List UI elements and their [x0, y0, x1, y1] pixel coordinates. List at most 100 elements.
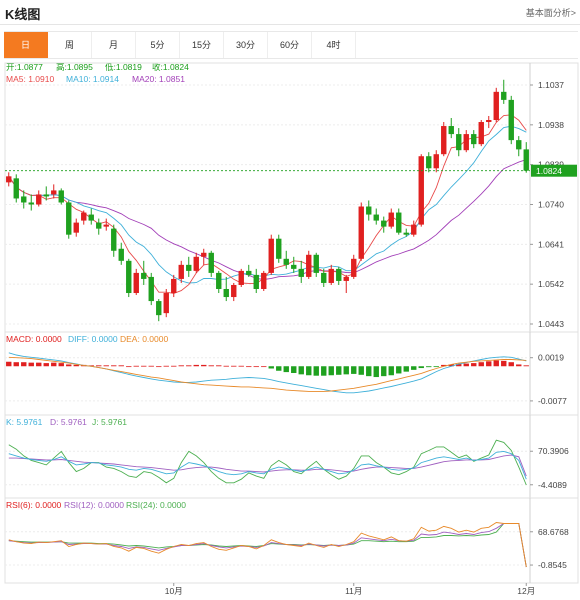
- open-label: 开:1.0877: [6, 62, 43, 72]
- ma10-label: MA10: 1.0914: [66, 74, 119, 84]
- macd-bar: [516, 364, 522, 367]
- candle: [291, 256, 297, 273]
- candle-body: [358, 206, 364, 259]
- candle: [141, 260, 147, 285]
- candle-body: [118, 248, 124, 261]
- ma10-line: [8, 125, 527, 284]
- candle-body: [418, 156, 424, 225]
- candle-body: [313, 254, 319, 273]
- ma20-line: [8, 159, 527, 280]
- candle-body: [321, 272, 327, 283]
- macd-bar: [493, 360, 499, 367]
- candle: [193, 252, 199, 273]
- candle: [58, 188, 64, 205]
- macd-bar: [486, 361, 492, 367]
- tab-2[interactable]: 月: [92, 32, 136, 58]
- candle-body: [133, 272, 139, 294]
- macd-bar: [208, 365, 214, 367]
- candle: [81, 210, 87, 225]
- candle-body: [28, 202, 34, 205]
- price-panel-frame: [4, 62, 579, 333]
- candle-body: [178, 264, 184, 279]
- tab-5[interactable]: 30分: [224, 32, 268, 58]
- macd-bar: [328, 366, 334, 376]
- macd-bar: [96, 365, 102, 367]
- candle: [231, 282, 237, 302]
- candle: [276, 234, 282, 263]
- tab-4[interactable]: 15分: [180, 32, 224, 58]
- candle-body: [298, 268, 304, 277]
- last-price-value: 1.0824: [536, 166, 562, 176]
- rsi12-line: [8, 523, 527, 568]
- macd-bar: [306, 366, 312, 376]
- tab-7[interactable]: 4时: [312, 32, 356, 58]
- candle-body: [6, 176, 12, 183]
- close-label: 收:1.0824: [152, 62, 189, 72]
- price-panel-tick-label: 1.0542: [538, 279, 564, 289]
- macd-bar: [381, 366, 387, 377]
- macd-bar: [343, 366, 349, 375]
- tab-6[interactable]: 60分: [268, 32, 312, 58]
- macd-bar: [456, 364, 462, 367]
- candle: [283, 250, 289, 269]
- candle-body: [456, 134, 462, 151]
- candle: [426, 152, 432, 173]
- candle: [148, 272, 154, 306]
- macd-bar: [478, 362, 484, 367]
- macd-bar: [253, 366, 259, 368]
- candle-body: [88, 214, 94, 221]
- tab-1[interactable]: 周: [48, 32, 92, 58]
- candle-body: [208, 252, 214, 273]
- candle-body: [96, 222, 102, 229]
- rsi24-label: RSI(24): 0.0000: [126, 500, 186, 510]
- macd-bar: [373, 366, 379, 378]
- candle: [246, 264, 252, 277]
- candle: [388, 208, 394, 229]
- candle-body: [448, 126, 454, 135]
- macd-bar: [193, 364, 199, 367]
- candle: [456, 128, 462, 157]
- diff-label: DIFF: 0.0000: [68, 334, 118, 344]
- candle: [73, 218, 79, 237]
- price-panel-tick-label: 1.0839: [538, 160, 564, 170]
- rsi-legend: RSI(6): 0.0000 RSI(12): 0.0000 RSI(24): …: [6, 500, 186, 510]
- macd-bar: [118, 365, 124, 367]
- last-price-tag: [531, 164, 577, 177]
- candle-body: [306, 254, 312, 277]
- macd-bar: [6, 361, 12, 367]
- macd-bar: [471, 363, 477, 367]
- macd-bar: [51, 362, 57, 367]
- candle: [13, 174, 19, 203]
- macd-bar: [441, 364, 447, 367]
- fundamental-analysis-link[interactable]: 基本面分析>: [525, 8, 576, 18]
- macd-label: MACD: 0.0000: [6, 334, 62, 344]
- macd-bar: [141, 365, 147, 367]
- tab-0[interactable]: 日: [4, 32, 48, 58]
- candle-body: [43, 194, 49, 197]
- macd-bar: [321, 366, 327, 376]
- macd-bar: [358, 366, 364, 375]
- tab-3[interactable]: 5分: [136, 32, 180, 58]
- candle-body: [231, 284, 237, 298]
- candle: [433, 150, 439, 173]
- candle: [328, 264, 334, 285]
- macd-legend: MACD: 0.0000 DIFF: 0.0000 DEA: 0.0000: [6, 334, 168, 344]
- candle-body: [493, 91, 499, 121]
- rsi6-line: [8, 522, 527, 568]
- kdj-panel-tick-label: -4.4089: [538, 480, 567, 490]
- candle-body: [216, 272, 222, 289]
- candle: [201, 248, 207, 265]
- page-title: K线图: [5, 7, 41, 22]
- candle: [486, 115, 492, 129]
- candle-body: [21, 196, 27, 203]
- macd-bar: [291, 366, 297, 373]
- candle: [171, 274, 177, 298]
- candle: [306, 250, 312, 279]
- price-panel-tick-label: 1.0938: [538, 120, 564, 130]
- candle-body: [373, 214, 379, 221]
- macd-bar: [336, 366, 342, 375]
- macd-bar: [171, 365, 177, 367]
- ma-legend: MA5: 1.0910 MA10: 1.0914 MA20: 1.0851: [6, 74, 185, 84]
- macd-bar: [36, 362, 42, 367]
